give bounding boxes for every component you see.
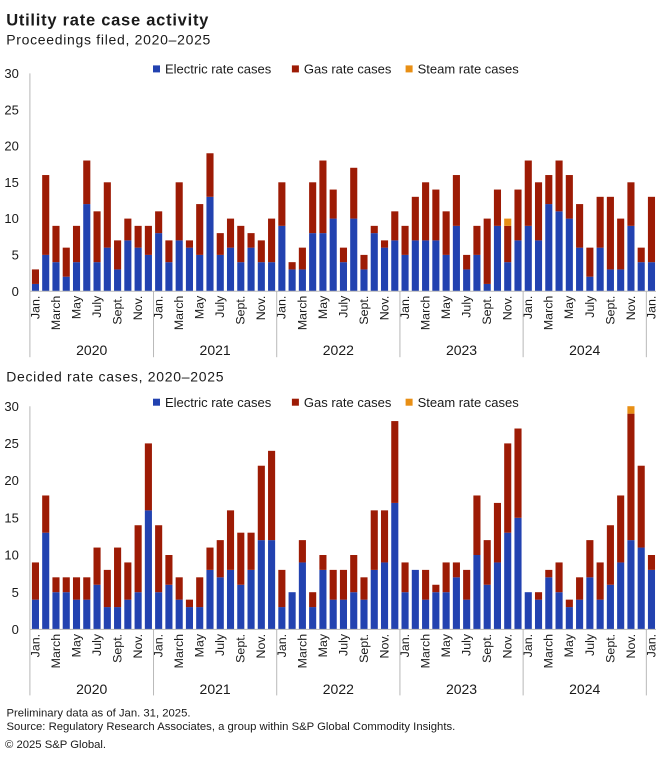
svg-text:March: March <box>49 634 63 669</box>
svg-text:Proceedings filed, 2020–2025: Proceedings filed, 2020–2025 <box>6 32 211 48</box>
svg-text:May: May <box>69 633 83 657</box>
svg-text:2020: 2020 <box>76 342 107 358</box>
svg-text:© 2025 S&P Global.: © 2025 S&P Global. <box>5 739 106 751</box>
svg-text:May: May <box>316 295 330 319</box>
svg-text:10: 10 <box>4 211 18 226</box>
svg-text:5: 5 <box>12 585 19 600</box>
svg-text:May: May <box>439 633 453 657</box>
svg-text:Jan.: Jan. <box>275 296 289 319</box>
svg-text:July: July <box>460 295 474 318</box>
svg-text:Jan.: Jan. <box>28 296 42 319</box>
svg-text:20: 20 <box>4 473 18 488</box>
svg-text:Nov.: Nov. <box>377 634 391 659</box>
svg-text:March: March <box>295 634 309 669</box>
svg-text:2023: 2023 <box>446 681 477 697</box>
svg-text:Sept.: Sept. <box>110 634 124 663</box>
svg-text:May: May <box>193 295 207 319</box>
svg-text:Nov.: Nov. <box>254 634 268 659</box>
svg-text:July: July <box>583 295 597 318</box>
svg-text:Nov.: Nov. <box>624 296 638 321</box>
svg-text:Sept.: Sept. <box>603 634 617 663</box>
svg-text:2022: 2022 <box>323 342 354 358</box>
svg-text:March: March <box>49 296 63 331</box>
svg-text:Nov.: Nov. <box>501 296 515 321</box>
svg-text:Jan.: Jan. <box>521 634 535 657</box>
svg-text:May: May <box>69 295 83 319</box>
svg-text:May: May <box>562 633 576 657</box>
svg-text:2020: 2020 <box>76 681 107 697</box>
svg-text:2022: 2022 <box>323 681 354 697</box>
svg-text:Source: Regulatory Research As: Source: Regulatory Research Associates, … <box>7 721 456 733</box>
svg-text:20: 20 <box>4 139 18 154</box>
svg-text:May: May <box>193 633 207 657</box>
svg-text:Jan.: Jan. <box>28 634 42 657</box>
svg-text:Steam rate cases: Steam rate cases <box>418 62 520 77</box>
svg-text:Electric rate cases: Electric rate cases <box>165 62 272 77</box>
svg-text:March: March <box>172 296 186 331</box>
svg-text:March: March <box>542 634 556 669</box>
svg-text:Nov.: Nov. <box>624 634 638 659</box>
svg-text:Preliminary data as of Jan. 31: Preliminary data as of Jan. 31, 2025. <box>7 708 191 720</box>
svg-text:July: July <box>336 295 350 318</box>
svg-text:Utility rate case activity: Utility rate case activity <box>6 12 209 30</box>
svg-text:Sept.: Sept. <box>234 296 248 325</box>
svg-text:Sept.: Sept. <box>234 634 248 663</box>
svg-text:2021: 2021 <box>200 681 231 697</box>
svg-text:July: July <box>90 633 104 656</box>
svg-text:0: 0 <box>12 622 19 637</box>
svg-text:May: May <box>439 295 453 319</box>
svg-text:Sept.: Sept. <box>480 296 494 325</box>
svg-text:30: 30 <box>4 399 18 414</box>
svg-text:Sept.: Sept. <box>603 296 617 325</box>
svg-text:Gas rate cases: Gas rate cases <box>304 395 392 410</box>
svg-text:July: July <box>336 633 350 656</box>
svg-text:Sept.: Sept. <box>480 634 494 663</box>
svg-text:Jan.: Jan. <box>644 296 658 319</box>
svg-text:March: March <box>419 634 433 669</box>
svg-text:Jan.: Jan. <box>644 634 658 657</box>
svg-text:30: 30 <box>4 66 18 81</box>
svg-text:2023: 2023 <box>446 342 477 358</box>
svg-text:Jan.: Jan. <box>152 634 166 657</box>
svg-text:5: 5 <box>12 248 19 263</box>
svg-text:2024: 2024 <box>569 342 600 358</box>
svg-text:Sept.: Sept. <box>357 296 371 325</box>
svg-text:March: March <box>419 296 433 331</box>
svg-text:March: March <box>542 296 556 331</box>
svg-text:Nov.: Nov. <box>131 296 145 321</box>
svg-text:Nov.: Nov. <box>501 634 515 659</box>
svg-text:0: 0 <box>12 284 19 299</box>
svg-text:July: July <box>460 633 474 656</box>
svg-text:25: 25 <box>4 102 18 117</box>
svg-text:25: 25 <box>4 436 18 451</box>
svg-text:May: May <box>562 295 576 319</box>
svg-text:Sept.: Sept. <box>110 296 124 325</box>
svg-text:July: July <box>583 633 597 656</box>
svg-text:Jan.: Jan. <box>275 634 289 657</box>
svg-text:May: May <box>316 633 330 657</box>
svg-text:10: 10 <box>4 548 18 563</box>
svg-text:Decided rate cases, 2020–2025: Decided rate cases, 2020–2025 <box>6 369 224 385</box>
svg-text:Electric rate cases: Electric rate cases <box>165 395 272 410</box>
svg-text:Sept.: Sept. <box>357 634 371 663</box>
svg-text:March: March <box>295 296 309 331</box>
svg-text:Steam rate cases: Steam rate cases <box>418 395 520 410</box>
svg-text:Nov.: Nov. <box>377 296 391 321</box>
svg-text:Nov.: Nov. <box>131 634 145 659</box>
svg-text:July: July <box>213 295 227 318</box>
svg-text:Gas rate cases: Gas rate cases <box>304 62 392 77</box>
svg-text:2021: 2021 <box>200 342 231 358</box>
svg-text:Jan.: Jan. <box>398 296 412 319</box>
svg-text:15: 15 <box>4 510 18 525</box>
svg-text:Jan.: Jan. <box>152 296 166 319</box>
svg-text:Nov.: Nov. <box>254 296 268 321</box>
svg-text:Jan.: Jan. <box>521 296 535 319</box>
svg-text:2024: 2024 <box>569 681 600 697</box>
svg-text:July: July <box>90 295 104 318</box>
svg-text:Jan.: Jan. <box>398 634 412 657</box>
svg-text:March: March <box>172 634 186 669</box>
svg-text:15: 15 <box>4 175 18 190</box>
svg-text:July: July <box>213 633 227 656</box>
